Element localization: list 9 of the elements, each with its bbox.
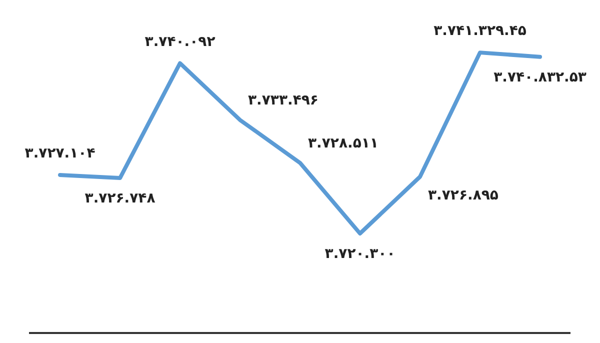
data-label: ۳.۷۴۱.۳۲۹.۴۵: [434, 23, 527, 40]
data-label: ۳.۷۲۷.۱۰۴: [24, 146, 96, 162]
data-label: ۳.۷۲۸.۵۱۱: [308, 135, 378, 152]
data-label: ۳.۷۴۰.۸۳۲.۵۳: [494, 69, 587, 86]
data-label: ۳.۷۳۳.۴۹۶: [248, 92, 318, 109]
data-label: ۳.۷۲۰.۳۰۰: [324, 246, 396, 262]
data-label: ۳.۷۲۶.۸۹۵: [428, 187, 499, 204]
data-label: ۳.۷۲۶.۷۴۸: [84, 190, 156, 207]
data-label: ۳.۷۴۰.۰۹۲: [144, 34, 216, 50]
